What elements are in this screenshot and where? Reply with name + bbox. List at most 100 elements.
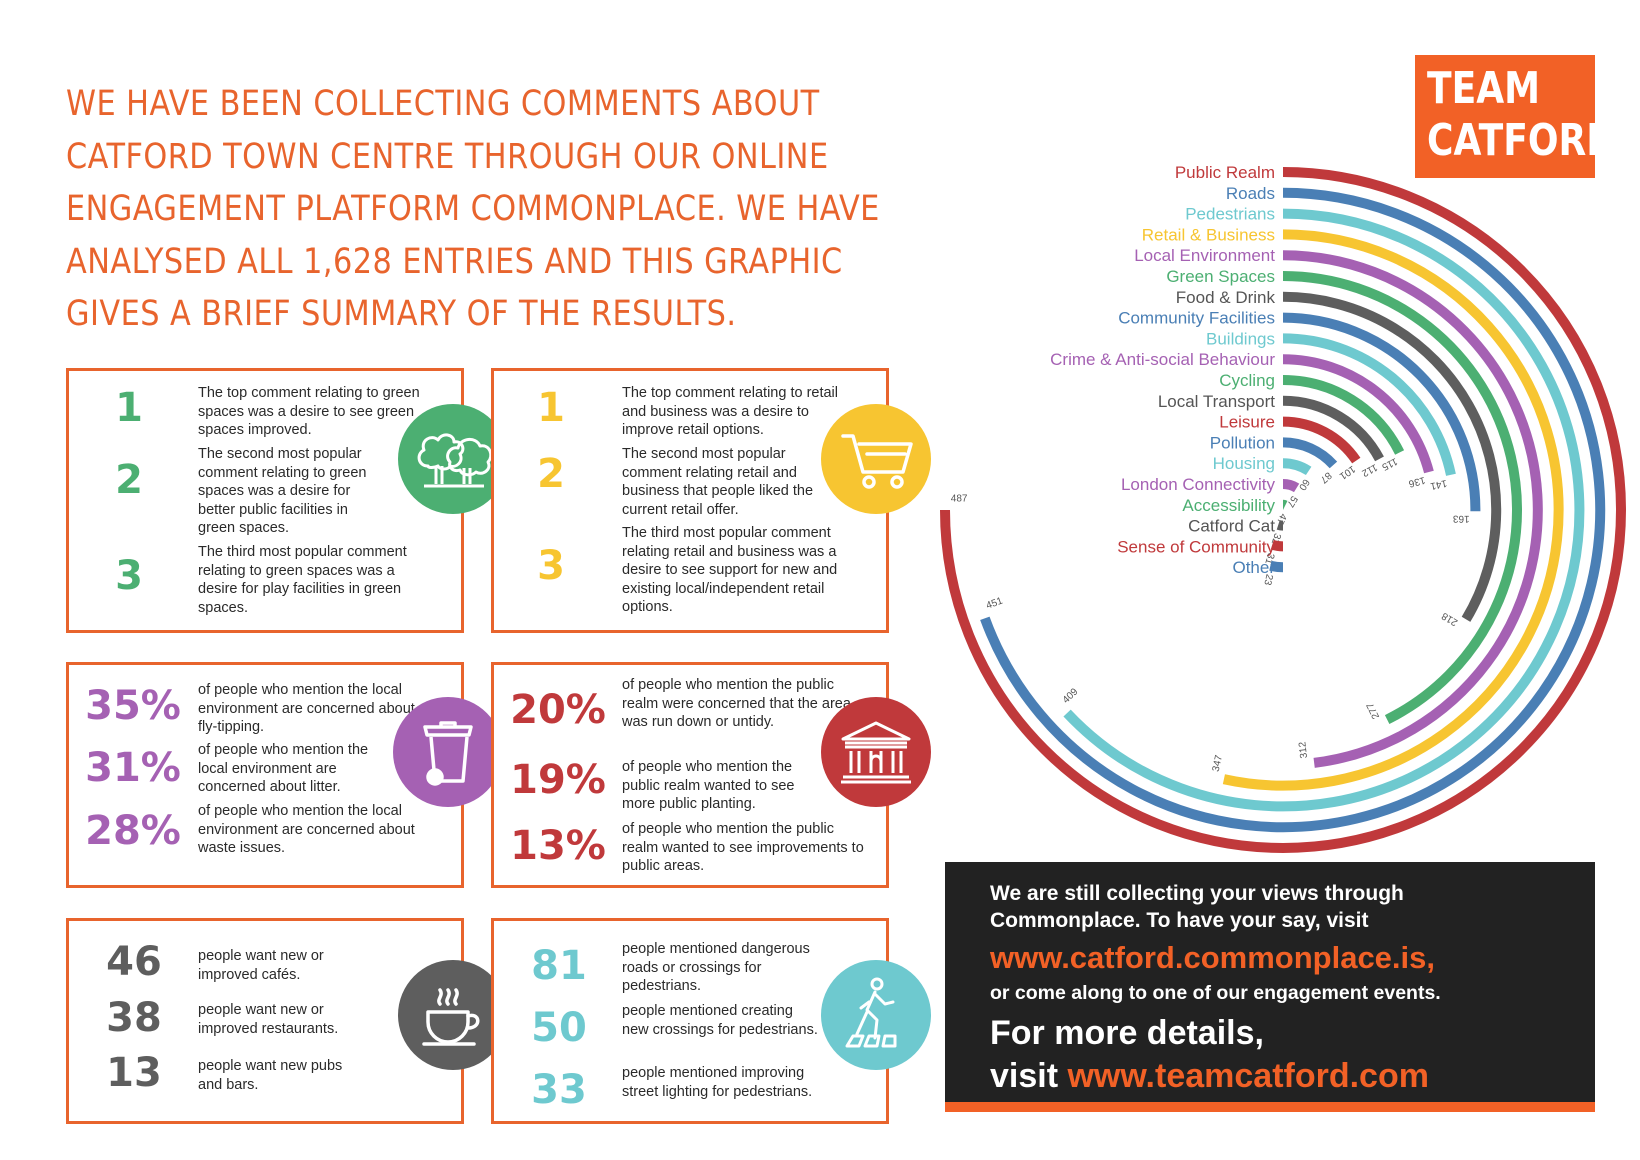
pedestrian-stat-3: people mentioned improving street lighti… [622, 1065, 813, 1100]
radial-bar [1282, 271, 1522, 725]
radial-bar [1282, 250, 1543, 768]
food-stat-1: people want new or improved cafés. [198, 948, 324, 983]
pedestrian-stat-2: people mentioned creating new crossings … [622, 1003, 818, 1038]
count-value: 38 [106, 995, 162, 1041]
category-label: Public Realm [1175, 163, 1275, 182]
radial-bar [1282, 437, 1338, 469]
percent-value: 35% [85, 683, 181, 729]
category-label: London Connectivity [1121, 475, 1276, 494]
logo-line: TEAM [1427, 63, 1541, 114]
value-label: 218 [1440, 610, 1460, 628]
teamcatford-link[interactable]: www.teamcatford.com [1067, 1057, 1429, 1095]
environment-stat-1: of people who mention the local environm… [198, 682, 415, 735]
retail-box: 1 The top comment relating to retail and… [491, 368, 889, 633]
radial-bar [1282, 312, 1481, 512]
value-label: 112 [1359, 461, 1379, 478]
category-label: Roads [1226, 184, 1275, 203]
category-label: Sense of Community [1117, 537, 1275, 556]
category-label: Local Environment [1134, 246, 1275, 265]
rank-number: 2 [537, 451, 565, 497]
category-label: Leisure [1219, 413, 1275, 432]
category-label: Catford Cat [1188, 517, 1275, 536]
category-label: Retail & Business [1142, 225, 1275, 244]
retail-comment-2: The second most popular comment relating… [622, 446, 814, 518]
cta-intro: We are still collecting your views throu… [990, 882, 1404, 932]
category-label: Housing [1213, 454, 1275, 473]
radial-bar [1222, 229, 1564, 791]
coffee-cup-icon [398, 960, 508, 1070]
value-label: 87 [1317, 469, 1333, 485]
radial-bar [980, 187, 1606, 833]
realm-stat-1: of people who mention the public realm w… [622, 677, 851, 730]
green-comment-3: The third most popular comment relating … [198, 544, 407, 616]
percent-value: 13% [510, 823, 606, 869]
count-value: 13 [106, 1050, 162, 1096]
radial-bar [1269, 560, 1284, 573]
radial-bar [1282, 375, 1405, 455]
percent-value: 31% [85, 745, 181, 791]
cta-visit-line: visit www.teamcatford.com [990, 1055, 1429, 1098]
pedestrian-icon [821, 960, 931, 1070]
value-label: 57 [1284, 494, 1299, 510]
category-label: Food & Drink [1176, 288, 1276, 307]
rank-number: 3 [537, 543, 565, 589]
logo-line: CATFORD [1427, 115, 1617, 166]
category-label: Crime & Anti-social Behaviour [1050, 350, 1275, 369]
category-label: Other [1232, 558, 1275, 577]
category-label: Pedestrians [1185, 205, 1275, 224]
value-label: 163 [1452, 513, 1469, 524]
public-realm-box: 20% of people who mention the public rea… [491, 662, 889, 888]
cta-more-details-line: For more details, [990, 1014, 1264, 1052]
value-label: 277 [1365, 700, 1382, 720]
team-catford-logo: TEAM CATFORD [1415, 55, 1617, 178]
rank-number: 2 [115, 457, 143, 503]
value-label: 347 [1211, 754, 1225, 773]
call-to-action-panel: We are still collecting your views throu… [945, 862, 1595, 1112]
value-label: 141 [1429, 477, 1448, 491]
cta-events: or come along to one of our engagement e… [990, 982, 1441, 1004]
value-label: 32 [1269, 532, 1283, 546]
radial-bar [940, 167, 1626, 853]
percent-value: 20% [510, 687, 606, 733]
rank-number: 1 [115, 385, 143, 431]
value-label: 60 [1296, 477, 1312, 493]
value-label: 31 [1262, 552, 1276, 566]
commonplace-link[interactable]: www.catford.commonplace.is, [990, 940, 1436, 975]
category-label: Pollution [1210, 433, 1275, 452]
bin-icon [393, 697, 503, 807]
food-stat-2: people want new or improved restaurants. [198, 1002, 339, 1037]
value-label: 312 [1297, 741, 1310, 759]
shopping-cart-icon [821, 404, 931, 514]
environment-stat-2: of people who mention the local environm… [198, 742, 369, 795]
tree-icon [398, 404, 508, 514]
headline-line: CATFORD TOWN CENTRE THROUGH OUR ONLINE [66, 136, 829, 177]
value-label: 115 [1379, 455, 1399, 472]
radial-bar [1276, 520, 1284, 531]
percent-value: 28% [85, 808, 181, 854]
value-label: 101 [1337, 463, 1357, 482]
radial-bar [1270, 539, 1284, 552]
count-value: 46 [106, 939, 162, 985]
headline-line: ANALYSED ALL 1,628 ENTRIES AND THIS GRAP… [66, 241, 843, 282]
green-comment-2: The second most popular comment relating… [198, 446, 367, 536]
headline-line: WE HAVE BEEN COLLECTING COMMENTS ABOUT [66, 84, 820, 124]
radial-bar [1282, 416, 1361, 464]
radial-bar [1282, 479, 1300, 493]
cta-visit-text: visit [990, 1057, 1068, 1095]
value-label: 47 [1274, 511, 1289, 526]
green-comment-1: The top comment relating to green spaces… [198, 385, 420, 438]
pedestrians-box: 81 people mentioned dangerous roads or c… [491, 918, 889, 1124]
headline-line: GIVES A BRIEF SUMMARY OF THE RESULTS. [66, 294, 737, 334]
value-label: 23 [1261, 573, 1274, 587]
cta-more-details: For more details, visit www.teamcatford.… [990, 1012, 1429, 1098]
category-label: Cycling [1219, 371, 1275, 390]
radial-bar [1282, 395, 1384, 462]
environment-stat-3: of people who mention the local environm… [198, 803, 415, 856]
count-value: 81 [531, 943, 587, 989]
value-label: 409 [1061, 686, 1081, 706]
category-label: Green Spaces [1166, 267, 1275, 286]
count-value: 33 [531, 1067, 587, 1113]
value-label: 136 [1407, 474, 1426, 489]
retail-comment-1: The top comment relating to retail and b… [622, 385, 838, 438]
rank-number: 1 [537, 385, 565, 431]
